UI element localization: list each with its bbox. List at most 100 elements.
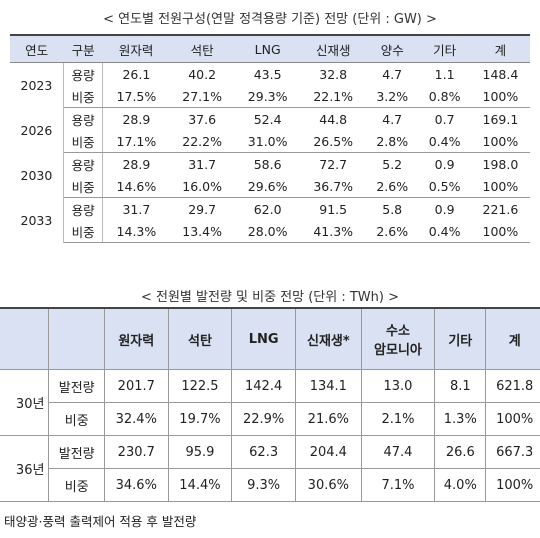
- value-cell: 14.6%: [102, 175, 170, 198]
- column-header: 원자력: [103, 307, 169, 370]
- value-cell: 5.8: [382, 201, 403, 217]
- value-cell: 0.5%: [418, 175, 471, 198]
- value-cell: 47.4: [360, 435, 436, 469]
- value-cell: 22.1%: [300, 85, 366, 108]
- row-type-cell: 용량: [63, 152, 104, 175]
- value-cell: 31.7: [122, 201, 151, 217]
- value-cell: 26.6: [434, 435, 487, 469]
- value-cell: 19.7%: [167, 402, 233, 436]
- value-cell: 16.0%: [169, 175, 235, 198]
- table-row: 2030 용량 28.9 31.7 58.6 72.7 5.2 0.9 198.0: [10, 152, 530, 198]
- value-cell: 621.8: [485, 369, 540, 403]
- table-row: 비중 14.6% 16.0% 29.6% 36.7% 2.6% 0.5% 100%: [10, 175, 530, 198]
- value-cell: 667.3: [485, 435, 540, 469]
- value-cell: 5.2: [382, 156, 403, 172]
- value-cell: 13.4%: [169, 220, 235, 243]
- capacity-table: 연도 구분 원자력 석탄 LNG 신재생 양수 기타 계 2023 용량 26.1 40.2 43.5 3…: [10, 34, 530, 243]
- row-type-cell: 비중: [63, 130, 104, 153]
- year-cell: 2026: [10, 107, 64, 153]
- column-header: 구분: [63, 34, 103, 63]
- column-header: 기타: [434, 307, 487, 370]
- column-header: 신재생: [300, 34, 366, 63]
- value-cell: 21.6%: [294, 402, 362, 436]
- value-cell: 22.2%: [169, 130, 235, 153]
- value-cell: 0.8%: [418, 85, 471, 108]
- value-cell: 17.5%: [102, 85, 170, 108]
- column-header: 계: [485, 307, 540, 370]
- column-header: 계: [470, 34, 530, 63]
- value-cell: 122.5: [167, 369, 233, 403]
- value-cell: 0.9: [434, 201, 455, 217]
- value-cell: 13.0: [360, 369, 436, 403]
- value-cell: 100%: [485, 402, 540, 436]
- value-cell: 204.4: [294, 435, 362, 469]
- column-header: 양수: [365, 34, 419, 63]
- value-cell: 22.9%: [231, 402, 296, 436]
- column-header: 석탄: [169, 34, 235, 63]
- table-row: 비중 32.4% 19.7% 22.9% 21.6% 2.1% 1.3% 100%: [0, 402, 540, 436]
- row-type-cell: 발전량: [48, 369, 105, 403]
- value-cell: 28.9: [122, 111, 151, 127]
- value-cell: 34.6%: [103, 468, 169, 502]
- column-header: LNG: [234, 34, 301, 63]
- row-type-cell: 용량: [63, 62, 104, 85]
- value-cell: 134.1: [294, 369, 362, 403]
- year-cell: 2030: [10, 152, 64, 198]
- table-row: 30년 발전량 201.7 122.5 142.4 134.1 13.0 8.1 621.8: [0, 369, 540, 436]
- value-cell: 29.3%: [234, 85, 301, 108]
- column-header: 기타: [418, 34, 471, 63]
- table-row: 2026 용량 28.9 37.6 52.4 44.8 4.7 0.7 169.1: [10, 107, 530, 153]
- table-row: 36년 발전량 230.7 95.9 62.3 204.4 47.4 26.6 667.3: [0, 435, 540, 502]
- value-cell: 7.1%: [360, 468, 436, 502]
- value-cell: 2.1%: [360, 402, 436, 436]
- table-row: 비중 14.3% 13.4% 28.0% 41.3% 2.6% 0.4% 100%: [10, 220, 530, 243]
- value-cell: 169.1: [482, 111, 519, 127]
- value-cell: 62.3: [231, 435, 296, 469]
- column-header: 원자력: [102, 34, 170, 63]
- value-cell: 9.3%: [231, 468, 296, 502]
- value-cell: 43.5: [253, 66, 282, 82]
- value-cell: 31.0%: [234, 130, 301, 153]
- value-cell: 72.7: [319, 156, 348, 172]
- value-cell: 0.4%: [418, 220, 471, 243]
- row-type-cell: 발전량: [48, 435, 105, 469]
- value-cell: 26.5%: [300, 130, 366, 153]
- value-cell: 0.4%: [418, 130, 471, 153]
- footnote: 태양광·풍력 출력제어 적용 후 발전량: [4, 514, 197, 529]
- table-row: 2023 용량 26.1 40.2 43.5 32.8 4.7 1.1 148.4: [10, 62, 530, 108]
- value-cell: 2.8%: [365, 130, 419, 153]
- value-cell: 0.9: [434, 156, 455, 172]
- value-cell: 4.0%: [434, 468, 487, 502]
- column-header: 신재생*: [294, 307, 362, 370]
- value-cell: 100%: [470, 85, 530, 108]
- value-cell: 27.1%: [169, 85, 235, 108]
- value-cell: 41.3%: [300, 220, 366, 243]
- value-cell: 1.1: [434, 66, 455, 82]
- value-cell: 52.4: [253, 111, 282, 127]
- value-cell: 29.6%: [234, 175, 301, 198]
- column-header: LNG: [231, 307, 296, 370]
- table-row: 비중 17.5% 27.1% 29.3% 22.1% 3.2% 0.8% 100%: [10, 85, 530, 108]
- value-cell: 40.2: [188, 66, 217, 82]
- value-cell: 0.7: [434, 111, 455, 127]
- value-cell: 91.5: [319, 201, 348, 217]
- value-cell: 100%: [470, 220, 530, 243]
- year-cell: 2033: [10, 197, 64, 243]
- value-cell: 3.2%: [365, 85, 419, 108]
- row-type-cell: 용량: [63, 107, 104, 130]
- value-cell: 26.1: [122, 66, 151, 82]
- year-cell: 36년: [0, 435, 50, 502]
- year-cell: 2023: [10, 62, 64, 108]
- row-type-cell: 비중: [48, 468, 105, 502]
- table-row: 2033 용량 31.7 29.7 62.0 91.5 5.8 0.9 221.6: [10, 197, 530, 243]
- row-type-cell: 비중: [63, 175, 104, 198]
- value-cell: 2.6%: [365, 220, 419, 243]
- value-cell: 2.6%: [365, 175, 419, 198]
- value-cell: 95.9: [167, 435, 233, 469]
- table-row: 비중 34.6% 14.4% 9.3% 30.6% 7.1% 4.0% 100%: [0, 468, 540, 502]
- value-cell: 58.6: [253, 156, 282, 172]
- value-cell: 32.8: [319, 66, 348, 82]
- value-cell: 30.6%: [294, 468, 362, 502]
- value-cell: 32.4%: [103, 402, 169, 436]
- column-header: 석탄: [167, 307, 233, 370]
